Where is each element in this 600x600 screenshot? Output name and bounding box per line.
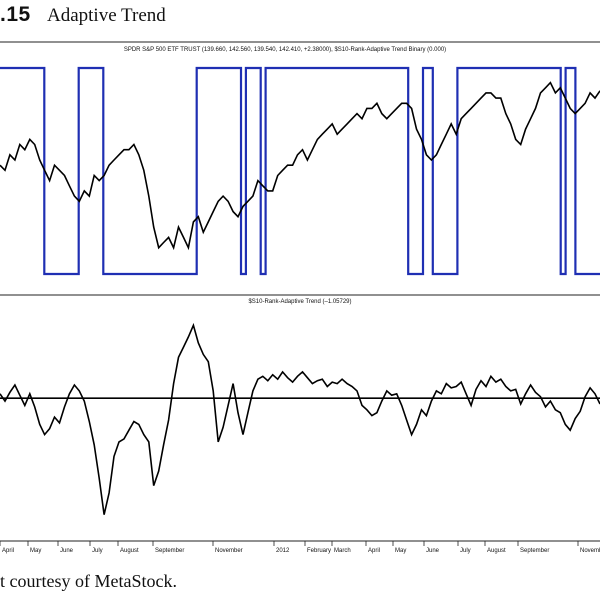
x-tick-label: August [487, 548, 506, 554]
binary-series-layer [0, 66, 600, 276]
price-panel-frame [0, 41, 600, 296]
price-series-layer [0, 81, 600, 251]
x-tick-label: March [334, 548, 351, 554]
x-tick-label: May [30, 548, 41, 554]
x-tick-label: May [395, 548, 406, 554]
x-tick-label: September [520, 548, 549, 554]
figure-number: .15 [0, 3, 31, 26]
indicator-series-layer [0, 322, 600, 515]
x-tick-label: June [60, 548, 74, 554]
price-line [0, 81, 600, 251]
x-tick-label: April [2, 548, 14, 554]
x-tick-label: April [368, 548, 380, 554]
binary-trend-line [0, 66, 600, 276]
x-tick-label: August [120, 548, 139, 554]
chart-area: SPDR S&P 500 ETF TRUST (139.660, 142.560… [0, 41, 600, 554]
x-tick-label: June [426, 548, 440, 554]
x-tick-label: July [460, 548, 471, 554]
figure-title: Adaptive Trend [47, 5, 166, 26]
x-tick-label: September [155, 548, 184, 554]
x-tick-label: Novemb [580, 548, 600, 554]
x-tick-label: November [215, 548, 243, 554]
indicator-panel-frame [0, 294, 600, 542]
price-panel-title: SPDR S&P 500 ETF TRUST (139.660, 142.560… [124, 47, 446, 53]
indicator-panel-title: $S10-Rank-Adaptive Trend (–1.05729) [248, 299, 351, 305]
x-axis: April May June July August September November 2… [0, 541, 600, 554]
x-tick-label: February [307, 548, 331, 554]
adaptive-trend-line [0, 322, 600, 515]
figure-caption: t courtesy of MetaStock. [0, 571, 177, 591]
x-tick-label: 2012 [276, 548, 290, 554]
x-tick-label: July [92, 548, 103, 554]
